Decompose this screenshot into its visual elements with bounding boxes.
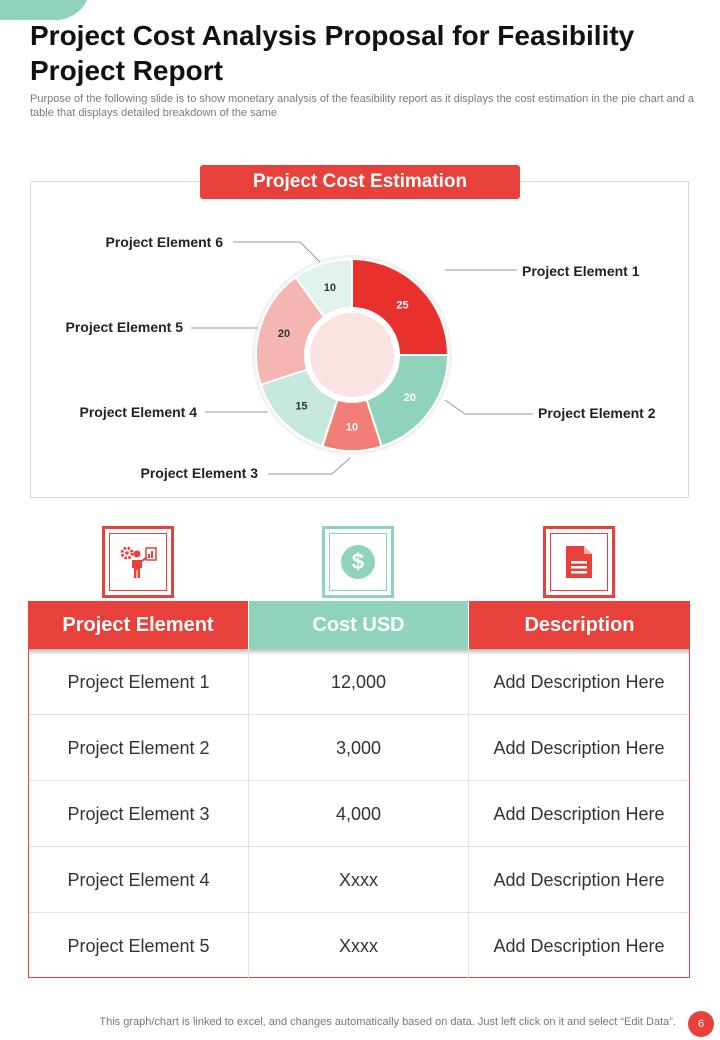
cell-project-element: Project Element 5 <box>29 913 249 978</box>
pie-value-label: 25 <box>396 299 408 311</box>
cell-description: Add Description Here <box>493 804 665 824</box>
pie-value-label: 20 <box>404 392 416 404</box>
table-row: Project Element 4 Xxxx Add Description H… <box>29 847 689 913</box>
leader-line <box>444 399 533 415</box>
pie-category-label: Project Element 4 <box>80 404 198 420</box>
dollar-coin-icon: $ <box>322 526 394 598</box>
cell-project-element: Project Element 2 <box>29 715 249 780</box>
page-title: Project Cost Analysis Proposal for Feasi… <box>30 20 635 86</box>
pie-category-label: Project Element 3 <box>141 465 259 481</box>
header-shadow <box>469 649 690 655</box>
cell-project-element: Project Element 1 <box>29 649 249 714</box>
presenter-gears-icon <box>102 526 174 598</box>
chart-title: Project Cost Estimation <box>200 165 520 199</box>
page-subtitle: Purpose of the following slide is to sho… <box>30 93 695 119</box>
pie-slice[interactable] <box>294 257 353 319</box>
pie-value-label: 20 <box>278 328 290 340</box>
table-row: Project Element 5 Xxxx Add Description H… <box>29 913 689 979</box>
pie-center <box>306 309 398 401</box>
table-row: Project Element 2 3,000 Add Description … <box>29 715 689 781</box>
cell-description: Add Description Here <box>493 672 665 692</box>
table-header-project-element: Project Element <box>28 601 248 649</box>
pie-value-label: 15 <box>295 401 307 413</box>
document-icon <box>543 526 615 598</box>
header-shadow <box>249 649 468 655</box>
table-header-cost: Cost USD <box>249 601 468 649</box>
cell-cost: 12,000 <box>249 649 469 714</box>
cell-cost: 3,000 <box>249 715 469 780</box>
pie-category-label: Project Element 2 <box>538 405 656 421</box>
cell-project-element: Project Element 4 <box>29 847 249 912</box>
table-row: Project Element 1 12,000 Add Description… <box>29 649 689 715</box>
pie-value-label: 10 <box>324 282 336 294</box>
pie-value-label: 10 <box>346 422 358 434</box>
cell-cost: Xxxx <box>249 913 469 978</box>
cell-project-element: Project Element 3 <box>29 781 249 846</box>
table-header-description: Description <box>469 601 690 649</box>
footer-note: This graph/chart is linked to excel, and… <box>99 1016 676 1028</box>
cell-cost: Xxxx <box>249 847 469 912</box>
cell-description: Add Description Here <box>493 738 665 758</box>
cost-table: Project Element 1 12,000 Add Description… <box>28 649 690 978</box>
svg-text:$: $ <box>352 549 364 574</box>
header-shadow <box>28 649 248 655</box>
page-number: 6 <box>688 1011 714 1037</box>
table-row: Project Element 3 4,000 Add Description … <box>29 781 689 847</box>
leader-line <box>233 241 321 263</box>
decorative-blob <box>0 0 90 20</box>
cell-cost: 4,000 <box>249 781 469 846</box>
pie-category-label: Project Element 5 <box>66 319 184 335</box>
pie-category-label: Project Element 6 <box>106 234 224 250</box>
leader-line <box>268 457 351 475</box>
pie-slice[interactable] <box>351 257 450 356</box>
pie-category-label: Project Element 1 <box>522 263 640 279</box>
cell-description: Add Description Here <box>493 870 665 890</box>
pie-chart[interactable]: 25 20 10 15 20 10 Project Element 1 Project Ele… <box>0 0 720 520</box>
cell-description: Add Description Here <box>493 936 665 956</box>
